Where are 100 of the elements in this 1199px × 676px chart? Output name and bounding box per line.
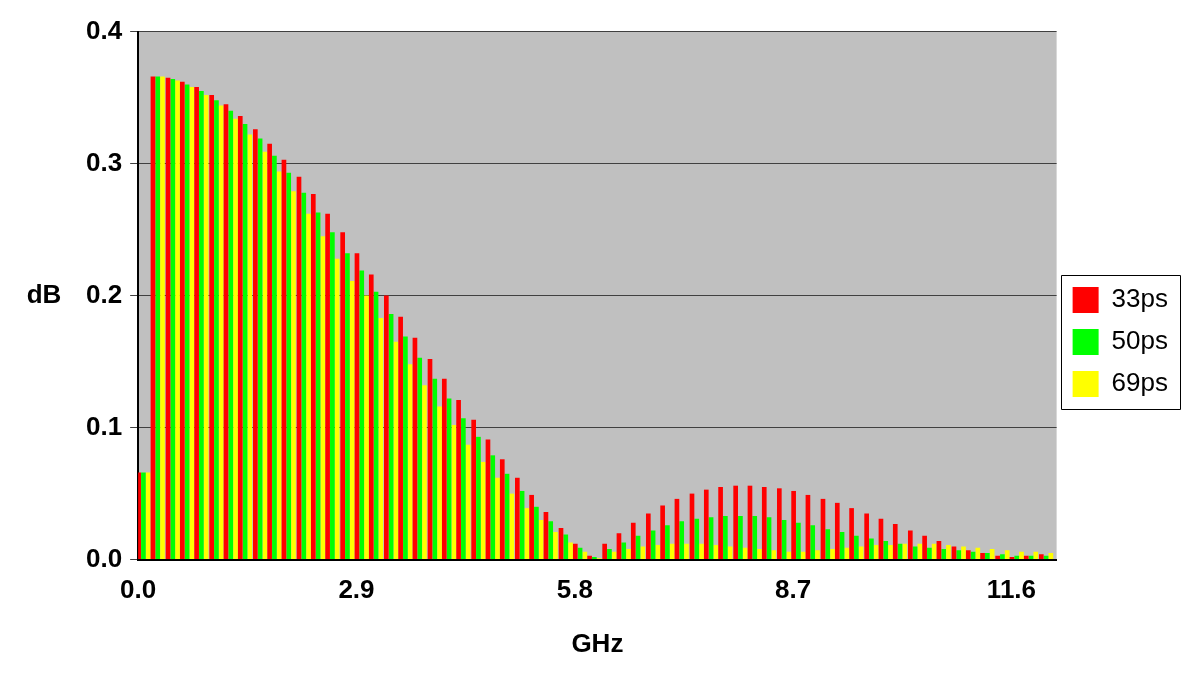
bar: [286, 172, 292, 560]
bar: [160, 76, 165, 560]
bar: [907, 530, 913, 560]
bar: [456, 399, 461, 560]
x-tick-label: 5.8: [556, 574, 593, 605]
bar: [699, 543, 704, 560]
bar: [209, 94, 215, 560]
legend-label: 69ps: [1111, 367, 1169, 398]
bar: [718, 487, 723, 560]
bar: [985, 553, 990, 560]
bar: [437, 406, 442, 560]
bar: [592, 556, 597, 560]
y-axis-title: dB: [26, 278, 62, 309]
bar: [965, 550, 971, 560]
bar: [398, 316, 403, 560]
bar: [776, 488, 782, 560]
bar: [669, 543, 675, 560]
bar: [340, 232, 345, 560]
bar: [218, 105, 224, 560]
bar: [1014, 555, 1020, 560]
bar: [170, 79, 176, 560]
bar: [825, 529, 831, 560]
bar: [310, 193, 316, 560]
bar: [145, 472, 151, 560]
bar: [733, 485, 738, 560]
bar: [869, 538, 874, 560]
bar: [529, 494, 534, 560]
bar: [849, 508, 854, 560]
bar: [626, 549, 631, 560]
bar: [684, 543, 689, 560]
bar: [815, 550, 820, 560]
x-tick-label: 11.6: [986, 574, 1037, 605]
bar: [810, 525, 816, 560]
bar: [272, 155, 277, 560]
bar: [980, 553, 985, 560]
bar: [922, 535, 927, 560]
bar: [961, 546, 966, 560]
bar: [975, 547, 981, 560]
bar: [471, 419, 476, 560]
bar: [640, 546, 646, 560]
bar: [1023, 555, 1029, 560]
bar: [233, 118, 238, 560]
bar: [301, 192, 307, 560]
bar: [267, 143, 272, 560]
y-tick-label: 0.4: [85, 14, 123, 45]
bar: [422, 385, 427, 560]
bar: [179, 81, 185, 560]
bar: [888, 545, 893, 560]
bar: [854, 535, 859, 560]
y-tick-label: 0.0: [85, 542, 123, 573]
x-tick-label: 2.9: [338, 574, 375, 605]
bar: [228, 110, 234, 560]
y-tick-label: 0.3: [85, 146, 123, 177]
bar: [738, 516, 743, 560]
bar: [630, 522, 636, 560]
bar: [572, 543, 578, 560]
bar: [621, 542, 627, 560]
bar: [509, 493, 515, 560]
bar: [611, 551, 617, 560]
bar: [194, 87, 199, 560]
bar: [703, 489, 709, 560]
bar: [1038, 554, 1044, 560]
bar: [771, 550, 777, 560]
bar: [291, 191, 296, 560]
bar: [325, 213, 330, 560]
bar: [582, 551, 588, 560]
bar: [476, 436, 481, 560]
bar: [883, 541, 889, 560]
bar: [534, 506, 539, 560]
bar: [214, 100, 219, 560]
bar: [553, 531, 558, 560]
bar: [378, 318, 384, 560]
bar: [349, 281, 355, 560]
bar: [432, 378, 438, 560]
bar: [407, 364, 413, 560]
bar: [568, 542, 573, 560]
bar: [548, 521, 554, 560]
bar: [587, 555, 592, 560]
bar: [247, 134, 253, 560]
bar: [902, 543, 908, 560]
bar: [306, 213, 311, 560]
bar: [757, 549, 762, 560]
bar: [1000, 554, 1005, 560]
bar: [645, 513, 651, 560]
bar: [742, 547, 748, 560]
x-tick-label: 8.7: [775, 574, 812, 605]
bar: [480, 461, 486, 560]
bar: [660, 505, 665, 560]
bar: [694, 518, 700, 560]
bar: [359, 270, 365, 560]
bar: [253, 129, 258, 560]
bar: [403, 336, 408, 560]
bar: [761, 487, 767, 560]
bar: [384, 295, 389, 560]
bar: [864, 513, 869, 560]
bar: [607, 549, 612, 560]
bar: [1004, 550, 1010, 560]
bar: [495, 477, 500, 560]
bar: [141, 472, 146, 560]
bar: [941, 549, 947, 560]
